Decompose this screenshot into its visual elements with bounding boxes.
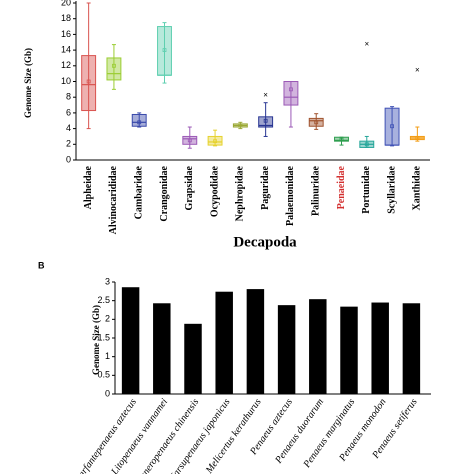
y-tick-label: 0.5: [97, 370, 110, 380]
mean: [415, 136, 420, 140]
bar: [402, 303, 421, 394]
box: [106, 57, 122, 81]
bar: [309, 299, 327, 394]
mean: [314, 120, 319, 125]
box: [157, 26, 172, 76]
y-tick-label: 2: [105, 314, 110, 324]
mean: [364, 142, 369, 147]
mean: [112, 63, 116, 68]
mean: [390, 124, 394, 129]
bar: [121, 287, 140, 394]
box: [131, 113, 147, 127]
x-tick-label: Grapsidae: [184, 165, 195, 210]
outlier: ×: [415, 66, 420, 75]
mean: [137, 120, 142, 125]
outlier: ×: [364, 40, 369, 49]
x-tick-label: Palinuridae: [311, 165, 322, 216]
y-tick-label: 10: [61, 76, 71, 86]
panel-label: B: [38, 260, 45, 270]
y-tick-label: 14: [61, 44, 71, 54]
bar: [371, 302, 389, 394]
outlier: ×: [263, 91, 268, 100]
x-tick-label: Alpheidae: [83, 165, 94, 209]
mean: [162, 48, 167, 52]
mean: [213, 139, 217, 144]
x-tick-label: Paguridae: [260, 165, 271, 209]
y-tick-label: 1: [105, 351, 110, 361]
y-tick-label: 16: [61, 29, 71, 39]
bar: [277, 305, 296, 394]
x-tick-label: Nephropidae: [235, 165, 246, 221]
x-tick-label: Scyllaridae: [386, 165, 397, 213]
x-tick-label: Palaemonidae: [285, 165, 296, 226]
box: [384, 107, 400, 146]
y-tick-label: 2: [66, 139, 71, 149]
mean: [238, 123, 243, 128]
x-tick-label: Alvinocarididae: [108, 165, 119, 234]
y-tick-label: 18: [61, 13, 71, 23]
bar: [153, 303, 171, 394]
y-tick-label: 2.5: [97, 295, 110, 305]
bar: [184, 323, 202, 394]
y-tick-label: 6: [66, 107, 71, 117]
x-tick-label: Litopenaeus vannamei: [109, 397, 170, 474]
y-tick-label: 3: [105, 276, 110, 286]
bar: [246, 289, 265, 394]
mean: [263, 118, 268, 123]
y-tick-label: 12: [61, 60, 71, 70]
y-tick-label: 0: [66, 154, 71, 164]
mean: [289, 87, 293, 92]
y-tick-label: 8: [66, 92, 71, 102]
box: [207, 135, 223, 146]
mean: [187, 138, 192, 143]
x-tick-label: Cambaridae: [134, 165, 145, 219]
box: [283, 81, 299, 106]
box: [308, 117, 324, 127]
x-tick-label: Ocypodidae: [209, 165, 220, 217]
y-tick-label: 1.5: [97, 332, 110, 342]
box: [182, 135, 198, 145]
bar: [340, 306, 358, 394]
x-axis-label: Decapoda: [233, 234, 297, 250]
y-tick-label: 20: [61, 0, 71, 7]
x-tick-label: Crangonidae: [159, 165, 170, 221]
x-tick-label: Portunidae: [361, 165, 372, 213]
mean: [339, 137, 344, 142]
mean: [86, 79, 91, 84]
y-axis-label: Genome Size (Gb): [91, 305, 101, 375]
y-tick-label: 4: [66, 123, 71, 133]
y-tick-label: 0: [105, 388, 110, 398]
x-tick-label: Penaeidae: [336, 165, 347, 209]
x-tick-label: Xanthidae: [412, 165, 423, 210]
x-tick-label: Farfantepenaeus aztecus: [72, 397, 139, 474]
y-axis-label: Genome Size (Gb): [23, 48, 33, 118]
x-tick-label: Melicertus kerathurus: [203, 397, 263, 474]
bar: [215, 291, 233, 394]
